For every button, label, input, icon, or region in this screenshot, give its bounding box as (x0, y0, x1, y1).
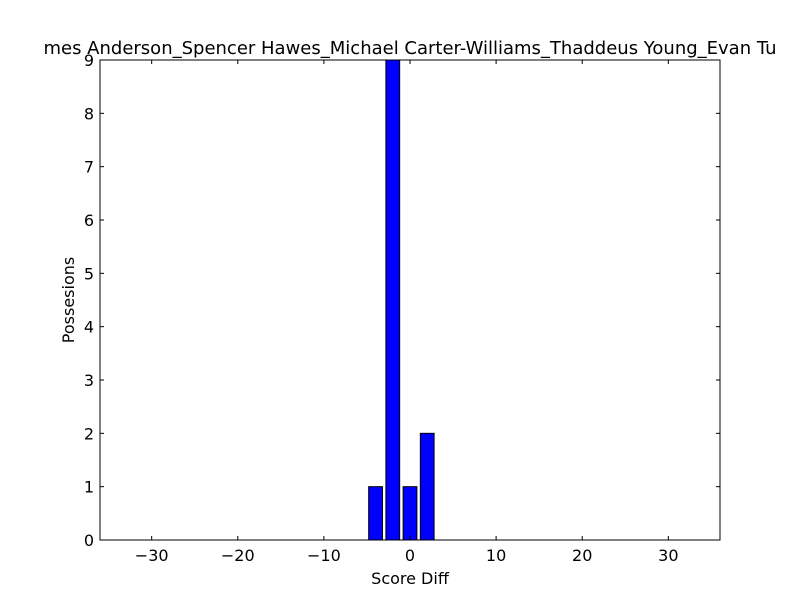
y-tick-label-0: 0 (84, 531, 94, 550)
bar-3 (419, 432, 435, 541)
x-tick-label-1: −20 (221, 546, 255, 565)
y-tick-label-3: 3 (84, 371, 94, 390)
bar-2 (402, 486, 418, 541)
bar-1 (385, 59, 401, 541)
y-tick-label-2: 2 (84, 424, 94, 443)
y-tick-label-1: 1 (84, 478, 94, 497)
x-axis-label: Score Diff (371, 569, 450, 588)
ticks-layer: −30 −20 −10 0 10 20 30 0 1 2 3 4 5 6 7 8 9 (84, 51, 720, 565)
bars-layer (368, 59, 435, 541)
x-tick-label-5: 20 (572, 546, 592, 565)
y-tick-label-4: 4 (84, 318, 94, 337)
x-tick-label-2: −10 (307, 546, 341, 565)
y-tick-label-9: 9 (84, 51, 94, 70)
bar-0 (368, 486, 383, 541)
y-tick-label-8: 8 (84, 104, 94, 123)
y-tick-label-6: 6 (84, 211, 94, 230)
plot-frame (99, 59, 721, 541)
y-axis-label: Possesions (59, 257, 78, 343)
y-tick-label-7: 7 (84, 158, 94, 177)
x-tick-label-6: 30 (658, 546, 678, 565)
x-tick-label-4: 10 (486, 546, 506, 565)
y-tick-label-5: 5 (84, 264, 94, 283)
chart-title: mes Anderson_Spencer Hawes_Michael Carte… (43, 38, 776, 59)
x-tick-label-0: −30 (135, 546, 169, 565)
x-tick-label-3: 0 (405, 546, 415, 565)
